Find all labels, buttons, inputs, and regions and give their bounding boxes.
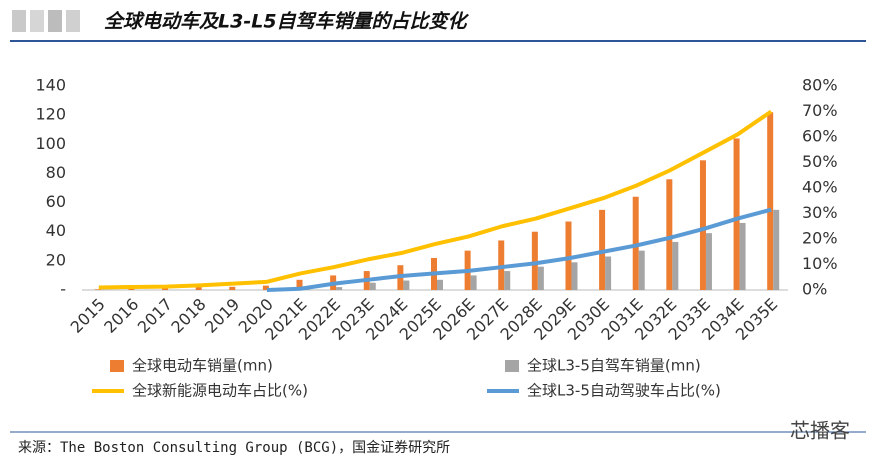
x-tick-label: 2015 xyxy=(67,295,109,337)
x-tick-label: 2016 xyxy=(100,295,142,337)
y-tick-label: 40 xyxy=(46,221,66,240)
bar xyxy=(470,275,477,290)
y2-tick-label: 50% xyxy=(802,152,838,171)
bar xyxy=(705,233,712,290)
bar xyxy=(632,196,639,290)
bar xyxy=(666,179,673,290)
bar xyxy=(531,231,538,290)
bar xyxy=(504,271,511,290)
y-tick-label: 100 xyxy=(35,134,66,153)
bar xyxy=(565,221,572,290)
x-tick-label: 2018 xyxy=(167,295,209,337)
legend-label: 全球电动车销量(mn) xyxy=(132,357,273,375)
bar xyxy=(229,286,236,290)
y2-tick-label: 0% xyxy=(802,280,827,299)
y2-tick-label: 40% xyxy=(802,178,838,197)
legend-label: 全球新能源电动车占比(%) xyxy=(132,382,308,400)
bar xyxy=(739,222,746,290)
bar xyxy=(672,241,679,290)
bar xyxy=(195,287,202,290)
bar xyxy=(773,209,780,290)
y-tick-label: 140 xyxy=(35,76,66,95)
y2-tick-label: 20% xyxy=(802,229,838,248)
y2-tick-label: 80% xyxy=(802,76,838,95)
bar xyxy=(605,256,612,290)
legend-label: 全球L3-5自动驾驶车占比(%) xyxy=(527,382,721,400)
line xyxy=(266,207,772,292)
legend-label: 全球L3-5自驾车销量(mn) xyxy=(527,357,701,375)
legend-swatch xyxy=(505,360,519,372)
bar xyxy=(733,138,740,290)
x-tick-label: 2019 xyxy=(201,295,243,337)
y2-tick-label: 60% xyxy=(802,127,838,146)
bar xyxy=(336,287,343,290)
bar xyxy=(537,266,544,290)
bar xyxy=(128,288,135,290)
line xyxy=(98,109,773,290)
bar xyxy=(369,282,376,290)
logo-block xyxy=(30,10,44,32)
y-tick-label: 20 xyxy=(46,250,66,269)
source: 来源：The Boston Consulting Group (BCG)，国金证… xyxy=(18,440,450,456)
bar xyxy=(403,280,410,290)
logo-block xyxy=(48,10,62,32)
y2-tick-label: 30% xyxy=(802,203,838,222)
title: 全球电动车及L3-L5自驾车销量的占比变化 xyxy=(104,11,470,33)
bar xyxy=(437,279,443,290)
bar xyxy=(94,289,101,290)
logo-block xyxy=(12,10,26,32)
x-tick-label: 2017 xyxy=(134,295,176,337)
bar xyxy=(162,288,169,290)
y2-tick-label: 70% xyxy=(802,101,838,120)
bar xyxy=(699,160,706,290)
bar xyxy=(767,112,774,290)
logo-block xyxy=(66,10,80,32)
watermark: 芯播客 xyxy=(790,419,850,443)
y-tick-label: 80 xyxy=(46,163,66,182)
y-tick-label: 60 xyxy=(46,192,66,211)
bar xyxy=(262,285,269,290)
bar xyxy=(638,250,645,290)
bar xyxy=(296,279,303,290)
legend-swatch xyxy=(110,360,124,372)
y2-tick-label: 10% xyxy=(802,254,838,273)
bar xyxy=(571,262,578,290)
y-tick-label: 120 xyxy=(35,105,66,124)
y-tick-label: - xyxy=(60,280,66,299)
